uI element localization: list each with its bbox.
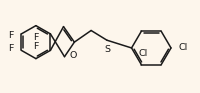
Text: Cl: Cl [139, 49, 148, 58]
Text: F: F [33, 33, 39, 42]
Text: F: F [33, 42, 39, 51]
Text: F: F [8, 31, 13, 40]
Text: S: S [104, 45, 110, 54]
Text: Cl: Cl [179, 43, 188, 52]
Text: F: F [8, 44, 13, 53]
Text: O: O [69, 51, 77, 60]
